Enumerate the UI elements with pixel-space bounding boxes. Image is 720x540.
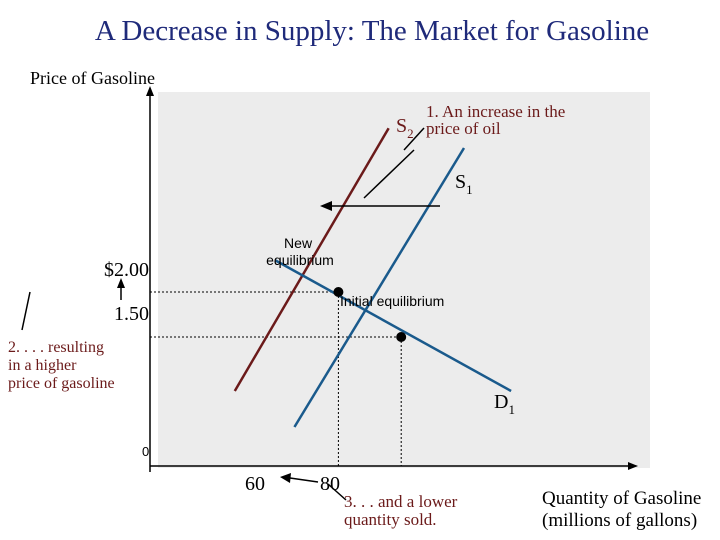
annotation-higher-price: 2. . . . resulting in a higher price of …: [8, 278, 125, 392]
price-rise-arrowhead: [117, 278, 125, 288]
annotation-oil-leader: [403, 127, 425, 151]
annotation-oil-arrow-diagonal: [363, 149, 415, 199]
quantity-fall-arrow: [289, 477, 319, 483]
equilibrium-point-new: [333, 287, 344, 297]
axes: [146, 86, 638, 472]
annotation-oil-price: 1. An increase in the price of oil: [320, 102, 570, 211]
equilibrium-point-initial: [396, 332, 407, 342]
quantity-fall-arrowhead: [280, 473, 291, 483]
equilibrium-points: [333, 287, 407, 342]
plot-panel: [158, 92, 650, 468]
y-axis-arrowhead: [146, 86, 154, 96]
slide-title: A Decrease in Supply: The Market for Gas…: [95, 15, 649, 47]
x-tick-label-60: 60: [245, 473, 265, 495]
new-equilibrium-label: New equilibrium: [266, 235, 334, 268]
y-tick-label-2-00: $2.00: [104, 259, 149, 281]
annotation-quantity-leader: [327, 483, 347, 501]
curves: [233, 127, 512, 428]
series-label-s2: S2: [396, 115, 414, 141]
origin-label: 0: [142, 444, 149, 459]
equilibrium-guides: [150, 291, 402, 466]
series-label-s1: S1: [455, 171, 473, 197]
curve-s2: [233, 127, 390, 392]
x-axis-label: Quantity of Gasoline (millions of gallon…: [542, 488, 706, 531]
supply-shift-arrowhead: [320, 201, 332, 211]
initial-equilibrium-label: Initial equilibrium: [340, 293, 444, 309]
y-axis-label: Price of Gasoline: [30, 68, 155, 88]
curve-d1: [274, 259, 512, 393]
annotation-price-leader: [21, 291, 31, 331]
curve-s1: [293, 147, 466, 428]
series-label-d1: D1: [494, 391, 515, 417]
annotation-price-text: 2. . . . resulting in a higher price of …: [8, 339, 115, 392]
x-axis-arrowhead: [628, 462, 638, 470]
y-tick-label-1-50: 1.50: [114, 303, 149, 325]
annotation-quantity-text: 3. . . and a lower quantity sold.: [344, 492, 462, 529]
annotation-oil-text: 1. An increase in the price of oil: [426, 102, 570, 138]
annotation-lower-quantity: 3. . . and a lower quantity sold.: [280, 473, 462, 529]
